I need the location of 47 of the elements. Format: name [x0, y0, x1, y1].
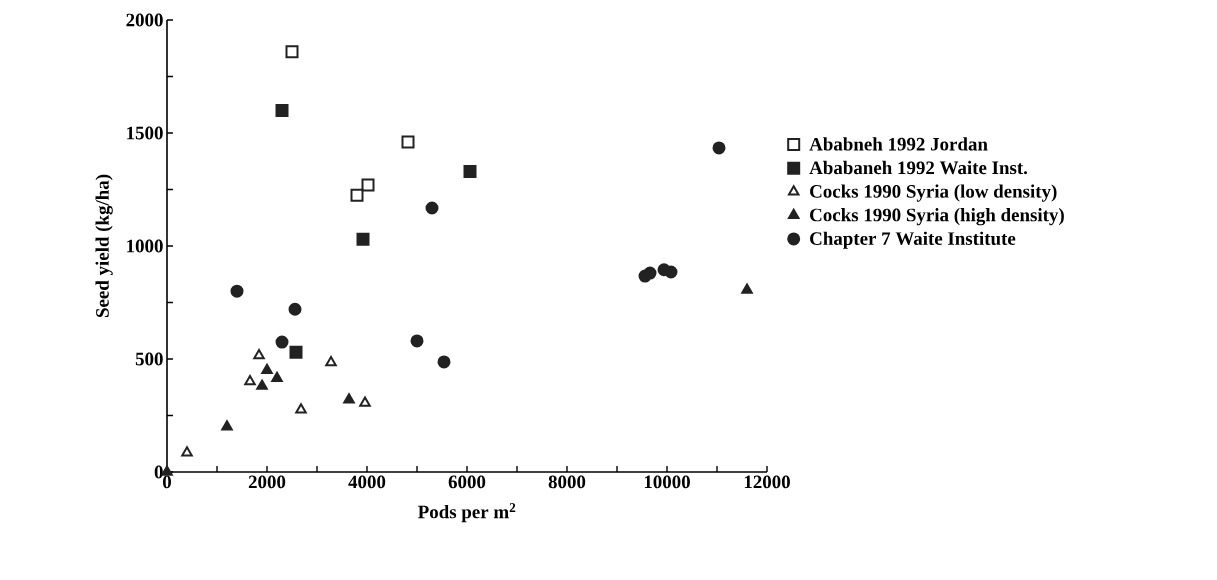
- y-tick-label: 2000: [126, 13, 163, 27]
- legend-label: Cocks 1990 Syria (low density): [810, 184, 1057, 202]
- point: [356, 232, 370, 246]
- legend-label: Chapter 7 Waite Institute: [810, 231, 1016, 249]
- point: [271, 371, 283, 382]
- point: [261, 363, 273, 375]
- x-tick-label: 8000: [548, 475, 586, 489]
- point: [288, 302, 302, 316]
- legend-label: Ababneh 1992 Jordan: [809, 137, 988, 151]
- point: [410, 334, 424, 348]
- x-tick-label: 12000: [744, 475, 790, 489]
- point: [275, 335, 289, 349]
- y-tick-label: 1500: [127, 126, 163, 140]
- point: [643, 266, 657, 280]
- point: [425, 201, 439, 215]
- point: [221, 420, 233, 431]
- point: [664, 265, 678, 279]
- point: [256, 379, 268, 390]
- point: [244, 375, 256, 386]
- point: [401, 135, 415, 149]
- point: [463, 164, 477, 178]
- point: [343, 393, 355, 404]
- y-tick-label: 1000: [127, 239, 163, 253]
- point: [295, 403, 307, 414]
- point: [437, 355, 451, 369]
- x-tick-label: 2000: [248, 475, 286, 489]
- point: [361, 178, 375, 192]
- point: [275, 103, 289, 117]
- point: [350, 188, 364, 202]
- point: [712, 141, 726, 155]
- x-tick-label: 6000: [448, 475, 486, 489]
- x-tick-label: 10000: [644, 475, 690, 489]
- y-tick-label: 0: [154, 465, 163, 479]
- point: [181, 446, 193, 457]
- y-axis-title: Seed yield (kg/ha): [95, 174, 113, 318]
- x-axis-title: Pods per m$^{2}$: [418, 503, 516, 523]
- point: [741, 283, 753, 294]
- point: [359, 396, 371, 407]
- point: [325, 355, 337, 367]
- x-tick-label: 4000: [348, 475, 386, 489]
- legend-label: Cocks 1990 Syria (high density): [810, 208, 1064, 226]
- point: [285, 45, 299, 59]
- point: [253, 349, 265, 360]
- legend-label: Ababaneh 1992 Waite Inst.: [809, 160, 1028, 175]
- y-tick-label: 500: [135, 352, 163, 366]
- point: [230, 284, 244, 298]
- point: [289, 345, 303, 359]
